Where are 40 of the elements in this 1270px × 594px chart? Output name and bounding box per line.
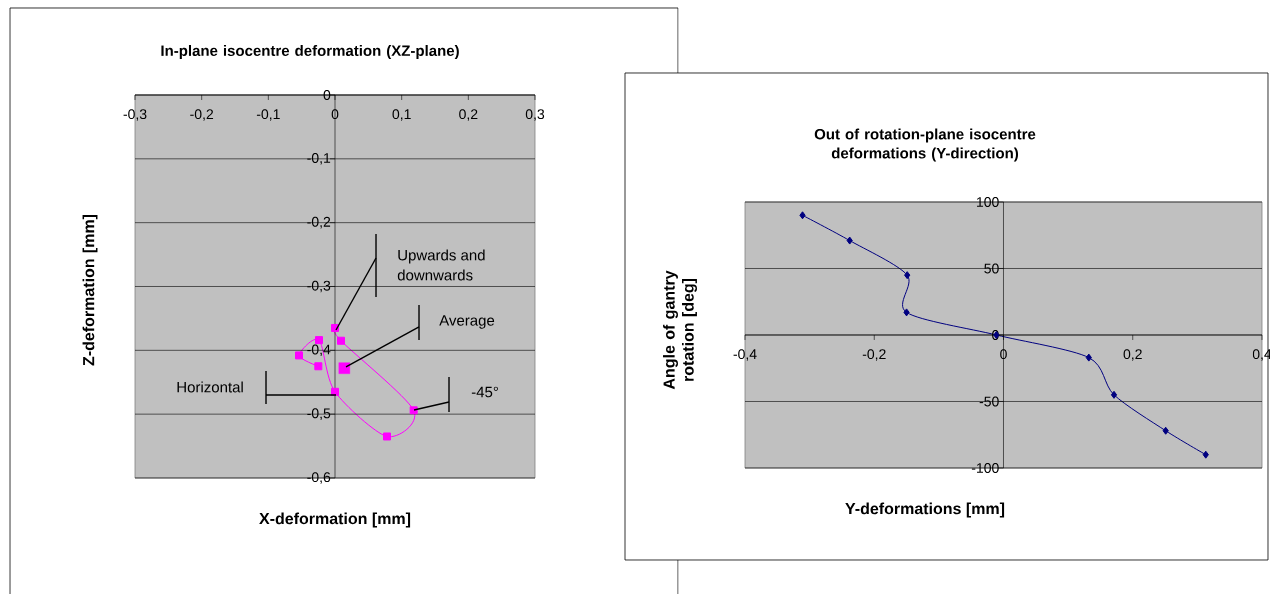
- x-tick-label: 0: [331, 109, 339, 120]
- point: [409, 406, 418, 415]
- annotation: Horizontal: [177, 381, 243, 393]
- point: [383, 432, 392, 441]
- x-tick-label: -0,1: [256, 109, 280, 121]
- point: [1162, 426, 1169, 435]
- chart-title: Out of rotation-plane isocentre deformations (Y-direction): [814, 128, 1036, 162]
- x-tick-label: -0,2: [862, 349, 886, 361]
- point: [1202, 450, 1209, 459]
- y-axis-title: Z-deformation [mm]: [82, 214, 98, 366]
- y-tick-label: -0,6: [307, 472, 331, 484]
- x-tick-label: 0,1: [392, 109, 411, 121]
- x-axis-title: X-deformation [mm]: [259, 512, 411, 528]
- point: [314, 362, 323, 371]
- annotation: -45°: [471, 386, 498, 398]
- point: [337, 336, 346, 345]
- point: [338, 362, 351, 374]
- point: [799, 211, 806, 220]
- y-tick-label: -0,1: [307, 153, 331, 165]
- point: [846, 236, 853, 245]
- x-axis-title: Y-deformations [mm]: [845, 502, 1005, 518]
- point: [904, 271, 911, 280]
- x-tick-label: 0,3: [525, 109, 545, 121]
- y-tick-label: -0,5: [307, 408, 331, 420]
- x-tick-label: 0,2: [1123, 349, 1142, 361]
- x-tick-label: -0,2: [190, 109, 214, 121]
- point: [1110, 390, 1118, 399]
- chart-title: In-plane isocentre deformation (XZ-plane): [161, 45, 459, 59]
- y-tick-label: -0,2: [307, 216, 331, 229]
- x-tick-label: 0,2: [459, 109, 478, 121]
- annotation: Upwards and downwards: [397, 249, 485, 281]
- y-tick-label: 100: [977, 197, 999, 207]
- y-tick-label: -100: [971, 463, 999, 473]
- x-tick-label: -0,4: [733, 349, 757, 361]
- annotation: Average: [439, 315, 495, 329]
- point: [903, 308, 910, 317]
- y-axis-title: Angle of gantry rotation [deg]: [663, 270, 697, 390]
- point: [1085, 353, 1092, 362]
- point: [295, 351, 304, 360]
- x-tick-label: -0,3: [123, 109, 147, 121]
